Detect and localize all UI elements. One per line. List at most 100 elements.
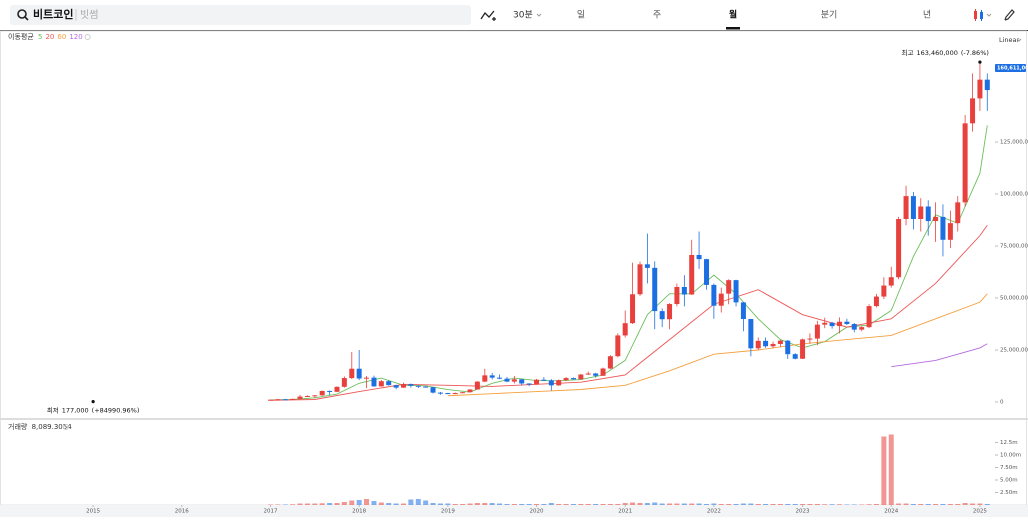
- period-tab[interactable]: 월: [729, 9, 737, 21]
- candle-body: [526, 383, 532, 385]
- volume-bar: [792, 504, 798, 505]
- volume-bar: [585, 504, 591, 505]
- candle-body: [711, 284, 717, 306]
- candle-body: [674, 286, 680, 305]
- y-tick-label: 75,000,000: [1000, 244, 1028, 250]
- volume-bar: [297, 503, 303, 505]
- candle-body: [408, 384, 414, 386]
- x-tick-label: 2018: [352, 509, 366, 515]
- candle-body: [814, 324, 820, 339]
- period-tab[interactable]: 주: [653, 10, 661, 21]
- chart-type-icon[interactable]: [480, 10, 496, 21]
- candle-body: [312, 395, 318, 397]
- search-text: 비트코인: [33, 7, 73, 21]
- candle-body: [393, 385, 399, 388]
- candle-body: [356, 368, 362, 379]
- candle-body: [881, 285, 887, 297]
- moving-average-line: [270, 125, 988, 401]
- y-tick-label: 25,000,000: [1000, 347, 1028, 353]
- volume-bar: [578, 504, 584, 505]
- x-tick-label: 2016: [175, 509, 189, 515]
- volume-bar: [689, 503, 695, 505]
- volume-bar: [748, 503, 754, 505]
- scale-select[interactable]: Linear: [999, 36, 1020, 44]
- volume-bar: [829, 504, 835, 505]
- chart-frame: [0, 30, 1027, 506]
- time-axis: [0, 505, 1028, 517]
- y-tick-label: 125,000,000: [1000, 140, 1028, 146]
- volume-bar: [866, 504, 872, 505]
- period-tab[interactable]: 분기: [821, 10, 838, 21]
- x-tick-label: 2024: [884, 509, 898, 515]
- candle-body: [364, 377, 370, 379]
- marker-part: 최고: [902, 48, 914, 57]
- volume-label: 거래량 8,089.3054: [8, 422, 72, 431]
- candle-body: [903, 196, 909, 219]
- volume-bar: [970, 503, 976, 505]
- volume-bar: [807, 504, 813, 505]
- candle-body: [740, 302, 746, 320]
- candle-icon[interactable]: [974, 9, 983, 21]
- volume-bar: [511, 504, 517, 505]
- candle-body: [637, 264, 643, 295]
- volume-bar: [437, 503, 443, 505]
- candle-body: [474, 381, 480, 390]
- candle-body: [400, 384, 406, 388]
- candle-body: [822, 322, 828, 325]
- candle-body: [726, 280, 732, 294]
- volume-bar: [593, 504, 599, 505]
- volume-bar: [733, 504, 739, 505]
- volume-bar: [482, 503, 488, 505]
- volume-bar: [430, 503, 436, 505]
- search-placeholder: 빗썸: [80, 9, 98, 21]
- draw-icon[interactable]: [1004, 9, 1015, 21]
- candle-caret: [986, 13, 992, 17]
- interval-select[interactable]: 30분: [513, 10, 533, 21]
- volume-bar: [570, 504, 576, 505]
- volume-bar: [371, 501, 377, 505]
- volume-last: 8,089.3054: [32, 423, 73, 431]
- volume-bar: [630, 502, 636, 505]
- volume-bar: [844, 504, 850, 505]
- candle-body: [630, 294, 636, 324]
- volume-y-tick-label: 7.50m: [1000, 465, 1018, 471]
- candle-body: [452, 393, 458, 395]
- period-tab[interactable]: 년: [923, 10, 931, 21]
- search-box[interactable]: [10, 5, 471, 25]
- volume-settings[interactable]: [63, 424, 69, 430]
- volume-bar: [659, 503, 665, 505]
- candle-body: [644, 264, 650, 268]
- low-marker-dot: [91, 400, 95, 404]
- ma-legend-entry: 20: [45, 33, 54, 41]
- candle-body: [955, 202, 961, 224]
- candle-body: [378, 381, 384, 387]
- volume-bar: [637, 503, 643, 505]
- ma-legend-entry: 120: [69, 33, 82, 41]
- ma-settings[interactable]: [84, 34, 91, 40]
- volume-bar: [755, 504, 761, 505]
- volume-bar: [622, 503, 628, 505]
- last-price-tag: [995, 63, 1026, 72]
- candle-body: [970, 98, 976, 124]
- volume-bar: [275, 504, 281, 505]
- candle-body: [622, 323, 628, 336]
- search-icon: [17, 9, 29, 21]
- volume-bar: [460, 504, 466, 505]
- volume-bar: [467, 503, 473, 505]
- candle-body: [437, 392, 443, 394]
- candle-body: [519, 379, 525, 384]
- volume-bar: [859, 504, 865, 505]
- volume-bar: [282, 504, 288, 505]
- marker-part: (-7.86%): [961, 49, 989, 57]
- period-tab[interactable]: 일: [577, 10, 585, 21]
- volume-bar: [393, 503, 399, 505]
- candle-body: [570, 378, 576, 380]
- volume-bar: [423, 500, 429, 505]
- volume-bar: [497, 503, 503, 505]
- candle-body: [873, 296, 879, 307]
- candle-body: [334, 386, 340, 392]
- low-marker-label: 최저 177,000 (+84990.96%): [47, 406, 140, 415]
- volume-bar: [534, 504, 540, 505]
- tab-underline: [726, 27, 740, 30]
- volume-bar: [740, 503, 746, 505]
